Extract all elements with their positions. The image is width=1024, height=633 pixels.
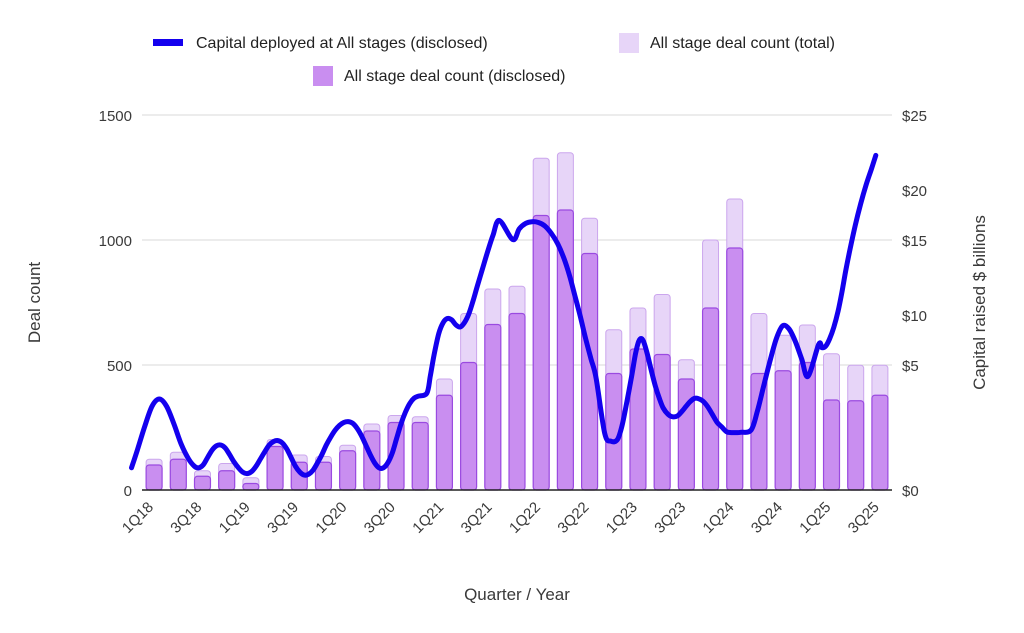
svg-text:Capital raised $ billions: Capital raised $ billions (970, 215, 989, 390)
svg-text:0: 0 (124, 483, 132, 500)
svg-text:$20: $20 (902, 183, 927, 200)
svg-text:All stage deal count (total): All stage deal count (total) (650, 35, 835, 52)
svg-text:$10: $10 (902, 308, 927, 325)
svg-text:All stage deal count (disclose: All stage deal count (disclosed) (344, 68, 565, 85)
svg-text:1000: 1000 (99, 233, 132, 250)
svg-text:$15: $15 (902, 233, 927, 250)
svg-text:$0: $0 (902, 483, 919, 500)
svg-text:$5: $5 (902, 358, 919, 375)
svg-text:Deal count: Deal count (25, 262, 44, 344)
svg-text:Quarter / Year: Quarter / Year (464, 585, 570, 604)
svg-text:$25: $25 (902, 108, 927, 125)
svg-text:500: 500 (107, 358, 132, 375)
svg-text:1500: 1500 (99, 108, 132, 125)
svg-text:Capital deployed at All stages: Capital deployed at All stages (disclose… (196, 35, 488, 52)
